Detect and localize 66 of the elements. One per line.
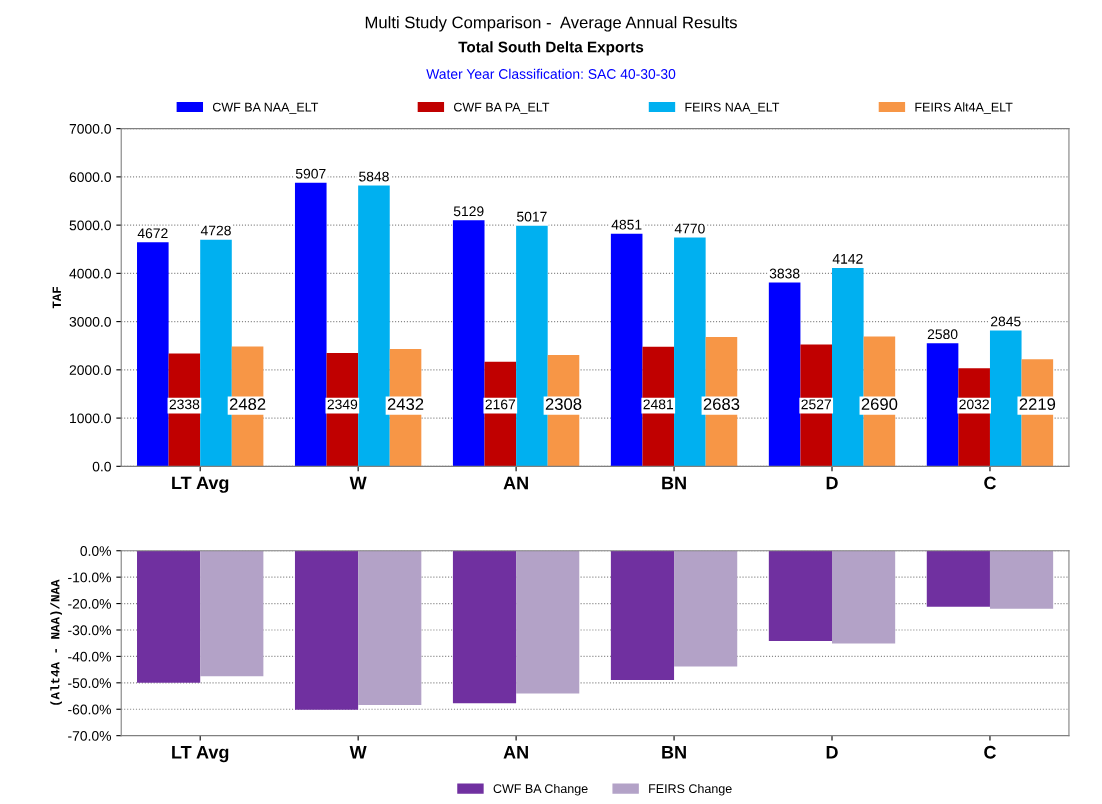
x-tick-label: AN: [503, 746, 528, 759]
data-label: 4770: [674, 223, 705, 234]
data-label: 2683: [703, 398, 740, 411]
y-axis-title: (Alt4A - NAA)/NAA: [50, 579, 62, 705]
bar: [452, 218, 485, 467]
data-label: 2580: [927, 329, 958, 340]
data-label: 4851: [611, 219, 642, 230]
y-tick-label: -30.0%: [68, 625, 112, 636]
data-label: 2432: [387, 398, 424, 411]
bar: [137, 240, 169, 467]
data-label: 3838: [769, 268, 800, 279]
y-tick-label: 5000.0: [69, 220, 111, 231]
x-tick-label: AN: [503, 476, 528, 490]
y-tick-label: 0.0: [92, 461, 111, 472]
y-tick-label: 0.0%: [80, 546, 111, 556]
legend-label: CWF BA Change: [493, 783, 588, 796]
data-label: 5848: [359, 171, 389, 182]
data-label: 2167: [485, 399, 516, 410]
y-tick-label: -40.0%: [68, 651, 112, 662]
y-tick-label: 6000.0: [69, 172, 111, 183]
x-tick-label: BN: [662, 476, 686, 490]
x-tick-label: C: [984, 476, 996, 490]
data-label: 2690: [861, 398, 898, 411]
x-tick-label: D: [826, 476, 838, 490]
legend-label: FEIRS NAA_ELT: [685, 102, 780, 114]
data-label: 2308: [545, 398, 582, 411]
y-tick-label: 7000.0: [69, 123, 111, 134]
data-label: 2032: [959, 399, 989, 410]
data-label: 2338: [169, 399, 200, 410]
y-tick-label: -20.0%: [68, 598, 112, 609]
data-label: 5017: [517, 211, 547, 222]
x-tick-label: LT Avg: [172, 476, 229, 493]
data-label: 2219: [1019, 398, 1056, 411]
y-tick-label: 4000.0: [69, 268, 111, 279]
y-axis-title: TAF: [52, 286, 61, 309]
data-label: 5907: [295, 168, 326, 179]
data-label: 2482: [229, 398, 266, 411]
x-tick-label: LT Avg: [172, 745, 229, 763]
legend-label: CWF BA NAA_ELT: [212, 102, 319, 114]
y-tick-label: 3000.0: [69, 316, 111, 327]
legend-label: CWF BA PA_ELT: [454, 102, 550, 114]
data-label: 5129: [453, 206, 484, 217]
legend-label: FEIRS Change: [649, 783, 732, 796]
data-label: 4672: [137, 228, 168, 239]
x-tick-label: C: [984, 745, 996, 759]
x-tick-label: BN: [662, 746, 686, 759]
y-tick-label: -60.0%: [68, 704, 112, 715]
y-tick-label: 2000.0: [69, 365, 111, 376]
bar: [926, 341, 959, 467]
data-label: 4728: [200, 225, 231, 236]
y-tick-label: -70.0%: [68, 730, 112, 741]
data-label: 2349: [327, 399, 358, 410]
legend-label: FEIRS Alt4A_ELT: [915, 102, 1013, 114]
chart-subtitle: Total South Delta Exports: [458, 41, 644, 56]
x-tick-label: D: [826, 746, 838, 759]
x-tick-label: W: [349, 746, 367, 759]
chart-title: Multi Study Comparison - Average Annual Results: [365, 16, 737, 32]
data-label: 2845: [991, 316, 1021, 327]
data-label: 2481: [643, 399, 674, 410]
data-label: 2527: [801, 399, 831, 410]
y-tick-label: -10.0%: [68, 572, 112, 583]
text: Water Year Classification: SAC 40-30-30: [426, 68, 676, 79]
y-tick-label: -50.0%: [68, 678, 112, 688]
data-label: 4142: [832, 253, 863, 264]
x-tick-label: W: [349, 476, 367, 490]
y-tick-label: 1000.0: [70, 413, 111, 424]
